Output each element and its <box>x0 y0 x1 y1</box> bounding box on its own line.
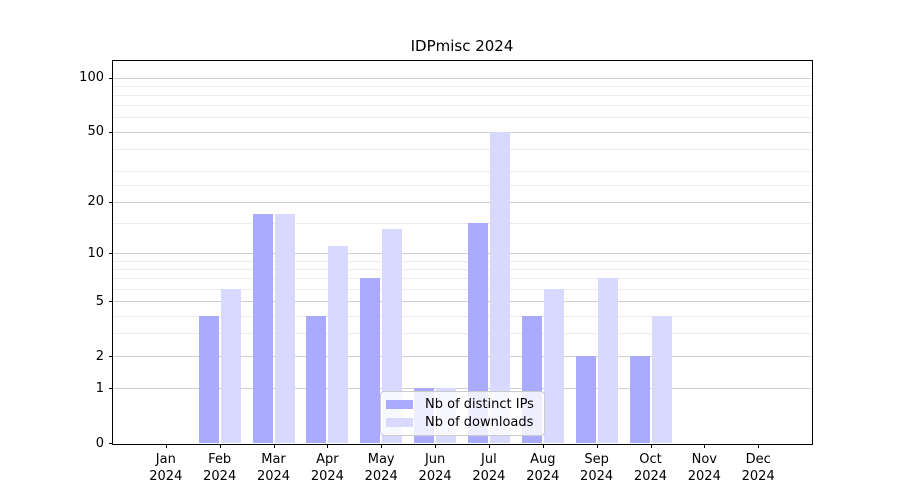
gridline-minor-70 <box>113 105 811 107</box>
gridline-minor-15 <box>113 223 811 225</box>
xtick-nov <box>704 444 706 448</box>
ytick-label-5: 5 <box>95 293 104 309</box>
xtick-sep <box>596 444 598 448</box>
ytick-label-2: 2 <box>95 348 104 364</box>
xtick-jun <box>435 444 437 448</box>
xtick-dec <box>758 444 760 448</box>
bar-distinct-ips-apr <box>306 315 327 443</box>
xtick-label-dec: Dec 2024 <box>741 452 775 484</box>
legend-item-distinct-ips: Nb of distinct IPs <box>386 397 536 412</box>
xtick-aug <box>542 444 544 448</box>
ytick-20 <box>109 201 113 203</box>
xtick-label-jul: Jul 2024 <box>472 452 506 484</box>
ytick-label-0: 0 <box>95 435 104 451</box>
xtick-label-oct: Oct 2024 <box>633 452 668 484</box>
ytick-50 <box>109 131 113 133</box>
ytick-label-10: 10 <box>87 245 104 261</box>
bar-downloads-jul <box>489 131 510 443</box>
xtick-feb <box>219 444 221 448</box>
legend-swatch-downloads <box>386 418 413 427</box>
legend-label-distinct-ips: Nb of distinct IPs <box>425 397 534 412</box>
gridline-major-100 <box>113 77 811 79</box>
bar-downloads-oct <box>651 315 672 443</box>
xtick-jan <box>165 444 167 448</box>
bar-distinct-ips-feb <box>198 315 219 443</box>
ytick-2 <box>109 356 113 357</box>
gridline-major-20 <box>113 201 811 203</box>
ytick-label-1: 1 <box>95 380 104 396</box>
bar-downloads-mar <box>274 214 295 443</box>
bar-downloads-may <box>382 228 403 443</box>
gridline-major-5 <box>113 301 811 303</box>
xtick-apr <box>327 444 329 448</box>
bar-downloads-apr <box>328 246 349 443</box>
ytick-10 <box>109 253 113 255</box>
ytick-5 <box>109 301 113 303</box>
gridline-minor-8 <box>113 269 811 270</box>
bar-distinct-ips-sep <box>575 356 596 443</box>
xtick-label-aug: Aug 2024 <box>526 452 560 484</box>
gridline-minor-3 <box>113 333 811 335</box>
bar-downloads-feb <box>220 288 241 443</box>
bar-distinct-ips-may <box>360 278 381 443</box>
bar-downloads-aug <box>543 288 564 443</box>
ytick-label-50: 50 <box>87 124 104 140</box>
bar-distinct-ips-oct <box>629 356 650 443</box>
legend: Nb of distinct IPs Nb of downloads <box>380 391 545 436</box>
xtick-label-may: May 2024 <box>364 452 398 484</box>
gridline-major-1 <box>113 388 811 390</box>
gridline-minor-40 <box>113 148 811 150</box>
xtick-may <box>381 444 383 448</box>
gridline-minor-6 <box>113 288 811 290</box>
gridline-minor-30 <box>113 171 811 173</box>
ytick-0 <box>109 443 113 444</box>
gridline-minor-60 <box>113 117 811 119</box>
gridline-major-2 <box>113 356 811 357</box>
xtick-label-apr: Apr 2024 <box>310 452 344 484</box>
gridline-minor-4 <box>113 315 811 317</box>
bar-distinct-ips-mar <box>252 214 273 443</box>
xtick-label-nov: Nov 2024 <box>687 452 721 484</box>
ytick-1 <box>109 388 113 390</box>
xtick-oct <box>650 444 652 448</box>
xtick-jul <box>488 444 490 448</box>
ytick-label-100: 100 <box>79 70 104 85</box>
ytick-label-20: 20 <box>87 194 104 210</box>
xtick-label-jan: Jan 2024 <box>149 452 183 484</box>
bar-downloads-sep <box>597 278 618 443</box>
ytick-100 <box>109 77 113 79</box>
gridline-minor-25 <box>113 185 811 186</box>
gridline-major-10 <box>113 253 811 255</box>
gridline-minor-80 <box>113 95 811 96</box>
legend-label-downloads: Nb of downloads <box>425 415 534 430</box>
xtick-label-sep: Sep 2024 <box>580 452 614 484</box>
xtick-mar <box>273 444 275 448</box>
xtick-label-mar: Mar 2024 <box>256 452 291 484</box>
gridline-minor-7 <box>113 278 811 280</box>
legend-swatch-distinct-ips <box>386 400 413 409</box>
xtick-label-feb: Feb 2024 <box>203 452 237 484</box>
bar-distinct-ips-jul <box>467 223 488 443</box>
chart-title: IDPmisc 2024 <box>410 37 514 55</box>
gridline-minor-9 <box>113 260 811 262</box>
gridline-major-50 <box>113 131 811 133</box>
xtick-label-jun: Jun 2024 <box>418 452 452 484</box>
gridline-minor-90 <box>113 85 811 87</box>
legend-item-downloads: Nb of downloads <box>386 415 536 430</box>
